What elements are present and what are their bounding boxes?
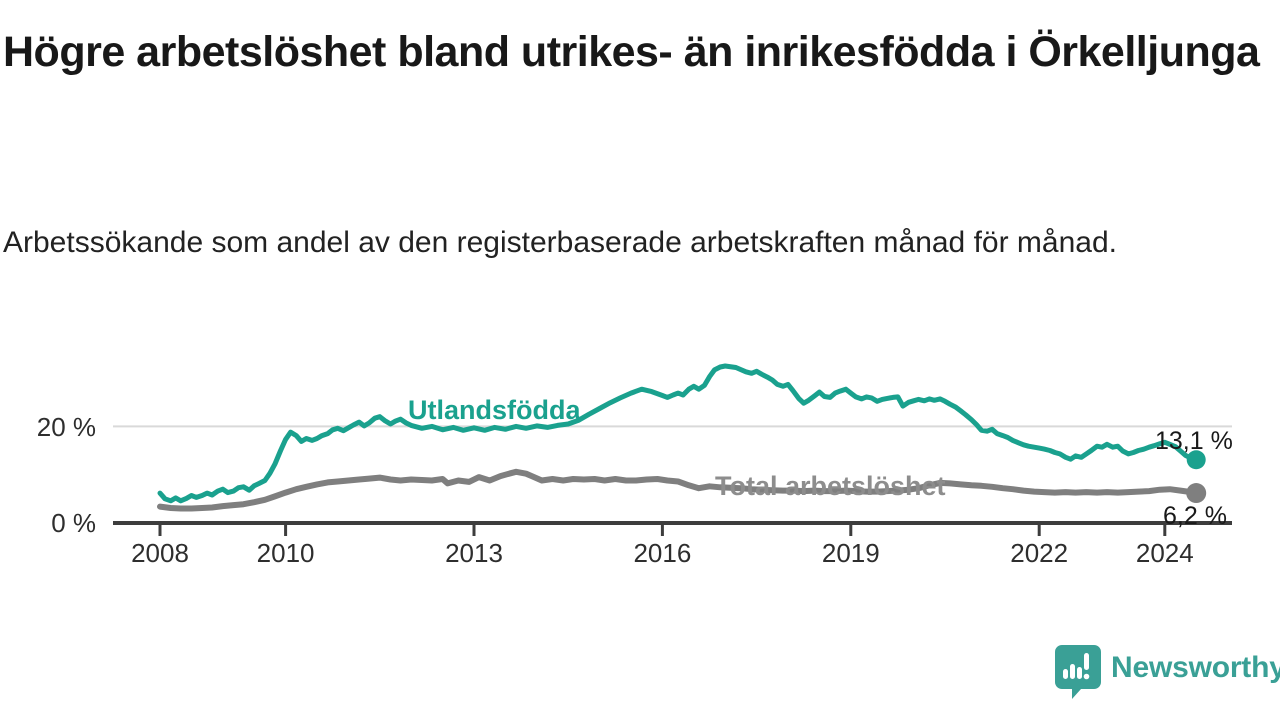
page-subtitle: Arbetssökande som andel av den registerb… (3, 226, 1117, 259)
x-axis-tick-label: 2016 (633, 538, 692, 568)
series-line-utlandsfodda (157, 363, 1199, 504)
end-point-utlandsfodda (1186, 450, 1206, 470)
newsworthy-logo-text: Newsworthy (1111, 651, 1280, 684)
x-axis-tick-label: 2019 (821, 538, 880, 568)
x-axis-tick-label: 2010 (256, 538, 315, 568)
x-axis-tick-label: 2022 (1010, 538, 1069, 568)
series-line-total-arbetsloshet (157, 468, 1200, 512)
newsworthy-bubble-bar-chart-icon (1055, 645, 1101, 699)
newsworthy-logo: Newsworthy (1055, 645, 1280, 699)
end-value-label-total-arbetsloshet: 6,2 % (1163, 502, 1227, 530)
y-axis-tick-label-20: 20 % (36, 412, 96, 442)
line-chart: 20 % 0 % 2008 2010 2013 2016 2019 2022 2024 Ut… (0, 340, 1280, 585)
page-title: Högre arbetslöshet bland utrikes- än inr… (3, 28, 1260, 76)
y-axis-tick-label-0: 0 % (51, 508, 96, 538)
x-axis-tick-label: 2013 (445, 538, 503, 568)
end-value-label-utlandsfodda: 13,1 % (1155, 427, 1233, 455)
x-axis-tick-label: 2008 (131, 538, 189, 568)
series-label-utlandsfodda: Utlandsfödda (408, 395, 581, 425)
series-label-total-arbetsloshet: Total arbetslöshet (715, 471, 946, 501)
end-point-total-arbetsloshet (1186, 483, 1207, 504)
chart-canvas (113, 363, 1232, 536)
x-axis-tick-label: 2024 (1135, 538, 1194, 568)
